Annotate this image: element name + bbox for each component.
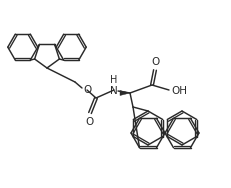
Text: H: H bbox=[110, 75, 118, 85]
Polygon shape bbox=[120, 90, 130, 96]
Text: O: O bbox=[83, 85, 91, 95]
Text: O: O bbox=[151, 57, 159, 67]
Text: O: O bbox=[86, 117, 94, 127]
Text: OH: OH bbox=[171, 86, 187, 96]
Text: N: N bbox=[110, 86, 118, 96]
